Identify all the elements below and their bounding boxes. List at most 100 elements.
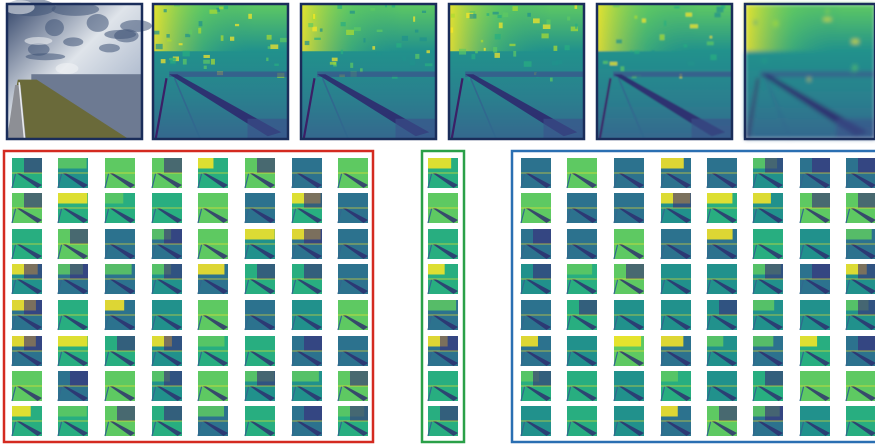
feature-map-1 xyxy=(151,2,290,141)
feature-thumbnail xyxy=(151,300,182,331)
feature-thumbnail xyxy=(752,229,783,260)
middle-group-border xyxy=(420,149,466,444)
feature-thumbnail xyxy=(197,336,228,367)
feature-thumbnail xyxy=(104,158,135,189)
feature-thumbnail xyxy=(57,336,88,367)
feature-thumbnail xyxy=(706,193,737,224)
feature-thumbnail xyxy=(520,300,551,331)
feature-thumbnail xyxy=(11,406,42,437)
feature-thumbnail xyxy=(752,336,783,367)
feature-thumbnail xyxy=(706,406,737,437)
feature-map-4 xyxy=(595,2,734,141)
input-image xyxy=(3,0,152,141)
feature-thumbnail xyxy=(57,300,88,331)
feature-thumbnail xyxy=(566,336,597,367)
feature-thumbnail xyxy=(151,336,182,367)
feature-thumbnail xyxy=(427,371,458,402)
feature-thumbnail xyxy=(427,336,458,367)
feature-thumbnail xyxy=(244,406,275,437)
feature-thumbnail xyxy=(845,300,875,331)
feature-thumbnail xyxy=(706,229,737,260)
feature-thumbnail xyxy=(706,300,737,331)
feature-thumbnail xyxy=(520,336,551,367)
feature-thumbnail xyxy=(291,371,322,402)
feature-thumbnail xyxy=(57,158,88,189)
feature-thumbnail xyxy=(291,406,322,437)
feature-thumbnail xyxy=(11,371,42,402)
feature-thumbnail xyxy=(244,264,275,295)
feature-thumbnail xyxy=(197,300,228,331)
feature-thumbnail xyxy=(244,300,275,331)
feature-thumbnail xyxy=(57,371,88,402)
feature-thumbnail xyxy=(244,229,275,260)
left-group-border xyxy=(2,149,375,444)
feature-thumbnail xyxy=(613,229,644,260)
feature-thumbnail xyxy=(291,300,322,331)
feature-thumbnail xyxy=(520,229,551,260)
feature-thumbnail xyxy=(337,229,368,260)
feature-thumbnail xyxy=(845,336,875,367)
feature-thumbnail xyxy=(845,193,875,224)
feature-thumbnail xyxy=(706,336,737,367)
feature-thumbnail xyxy=(566,193,597,224)
feature-thumbnail xyxy=(427,229,458,260)
feature-thumbnail xyxy=(613,406,644,437)
feature-thumbnail xyxy=(337,406,368,437)
middle-group xyxy=(427,158,458,437)
feature-thumbnail xyxy=(104,371,135,402)
feature-thumbnail xyxy=(337,264,368,295)
feature-thumbnail xyxy=(337,300,368,331)
feature-thumbnail xyxy=(337,193,368,224)
feature-thumbnail xyxy=(57,229,88,260)
feature-thumbnail xyxy=(660,371,691,402)
feature-thumbnail xyxy=(337,371,368,402)
feature-thumbnail xyxy=(706,264,737,295)
feature-thumbnail xyxy=(613,158,644,189)
right-group-border xyxy=(510,149,875,444)
feature-thumbnail xyxy=(799,336,830,367)
feature-thumbnail xyxy=(244,336,275,367)
feature-thumbnail xyxy=(752,193,783,224)
feature-thumbnail xyxy=(291,158,322,189)
feature-thumbnail xyxy=(799,229,830,260)
feature-map-5 xyxy=(743,2,875,141)
feature-thumbnail xyxy=(799,193,830,224)
feature-thumbnail xyxy=(104,300,135,331)
feature-thumbnail xyxy=(11,300,42,331)
feature-thumbnail xyxy=(57,264,88,295)
feature-thumbnail xyxy=(752,158,783,189)
feature-thumbnail xyxy=(660,229,691,260)
feature-thumbnail xyxy=(566,300,597,331)
feature-thumbnail xyxy=(151,406,182,437)
feature-thumbnail xyxy=(427,406,458,437)
feature-thumbnail xyxy=(566,406,597,437)
feature-thumbnail xyxy=(291,193,322,224)
feature-thumbnail xyxy=(11,264,42,295)
feature-thumbnail xyxy=(151,264,182,295)
feature-thumbnail xyxy=(104,229,135,260)
feature-thumbnail xyxy=(752,371,783,402)
feature-thumbnail xyxy=(104,336,135,367)
feature-thumbnail xyxy=(291,336,322,367)
feature-thumbnail xyxy=(427,193,458,224)
feature-thumbnail xyxy=(706,371,737,402)
feature-thumbnail xyxy=(660,336,691,367)
feature-thumbnail xyxy=(660,300,691,331)
feature-thumbnail xyxy=(11,336,42,367)
feature-thumbnail xyxy=(291,229,322,260)
feature-thumbnail xyxy=(197,371,228,402)
feature-thumbnail xyxy=(845,264,875,295)
feature-thumbnail xyxy=(660,193,691,224)
feature-thumbnail xyxy=(752,300,783,331)
feature-thumbnail xyxy=(566,229,597,260)
feature-map-3 xyxy=(447,2,586,141)
feature-thumbnail xyxy=(244,158,275,189)
feature-thumbnail xyxy=(799,264,830,295)
feature-thumbnail xyxy=(613,300,644,331)
feature-thumbnail xyxy=(197,264,228,295)
feature-thumbnail xyxy=(104,406,135,437)
feature-thumbnail xyxy=(752,264,783,295)
feature-thumbnail xyxy=(613,371,644,402)
feature-thumbnail xyxy=(660,264,691,295)
